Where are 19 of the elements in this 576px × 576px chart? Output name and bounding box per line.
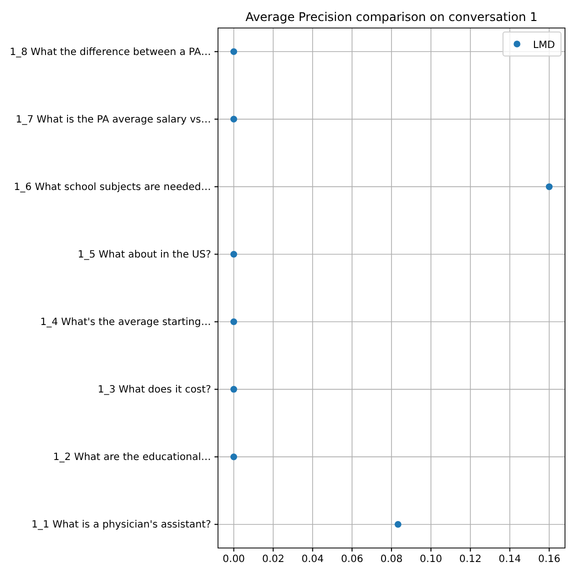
chart-title: Average Precision comparison on conversation 1 [245, 10, 538, 24]
y-tick-label: 1_5 What about in the US? [78, 249, 211, 260]
y-tick-label: 1_1 What is a physician's assistant? [32, 520, 211, 531]
x-tick-label: 0.08 [380, 554, 403, 566]
y-tick-label: 1_3 What does it cost? [98, 384, 211, 396]
y-tick-label: 1_2 What are the educational… [53, 452, 211, 464]
x-tick-label: 0.10 [420, 554, 442, 566]
x-tick-label: 0.04 [302, 554, 324, 566]
x-tick-label: 0.02 [262, 554, 284, 566]
x-tick-label: 0.00 [222, 554, 245, 566]
y-tick-label: 1_8 What the difference between a PA… [10, 46, 211, 58]
legend-label: LMD [533, 40, 556, 51]
y-tick-label: 1_6 What school subjects are needed… [14, 182, 211, 193]
x-tick-label: 0.06 [340, 554, 364, 566]
x-tick-label: 0.14 [498, 554, 521, 566]
y-tick-label: 1_4 What's the average starting… [40, 316, 211, 328]
x-tick-label: 0.16 [538, 554, 560, 566]
x-tick-label: 0.12 [459, 554, 482, 566]
y-tick-label: 1_7 What is the PA average salary vs… [16, 114, 211, 126]
